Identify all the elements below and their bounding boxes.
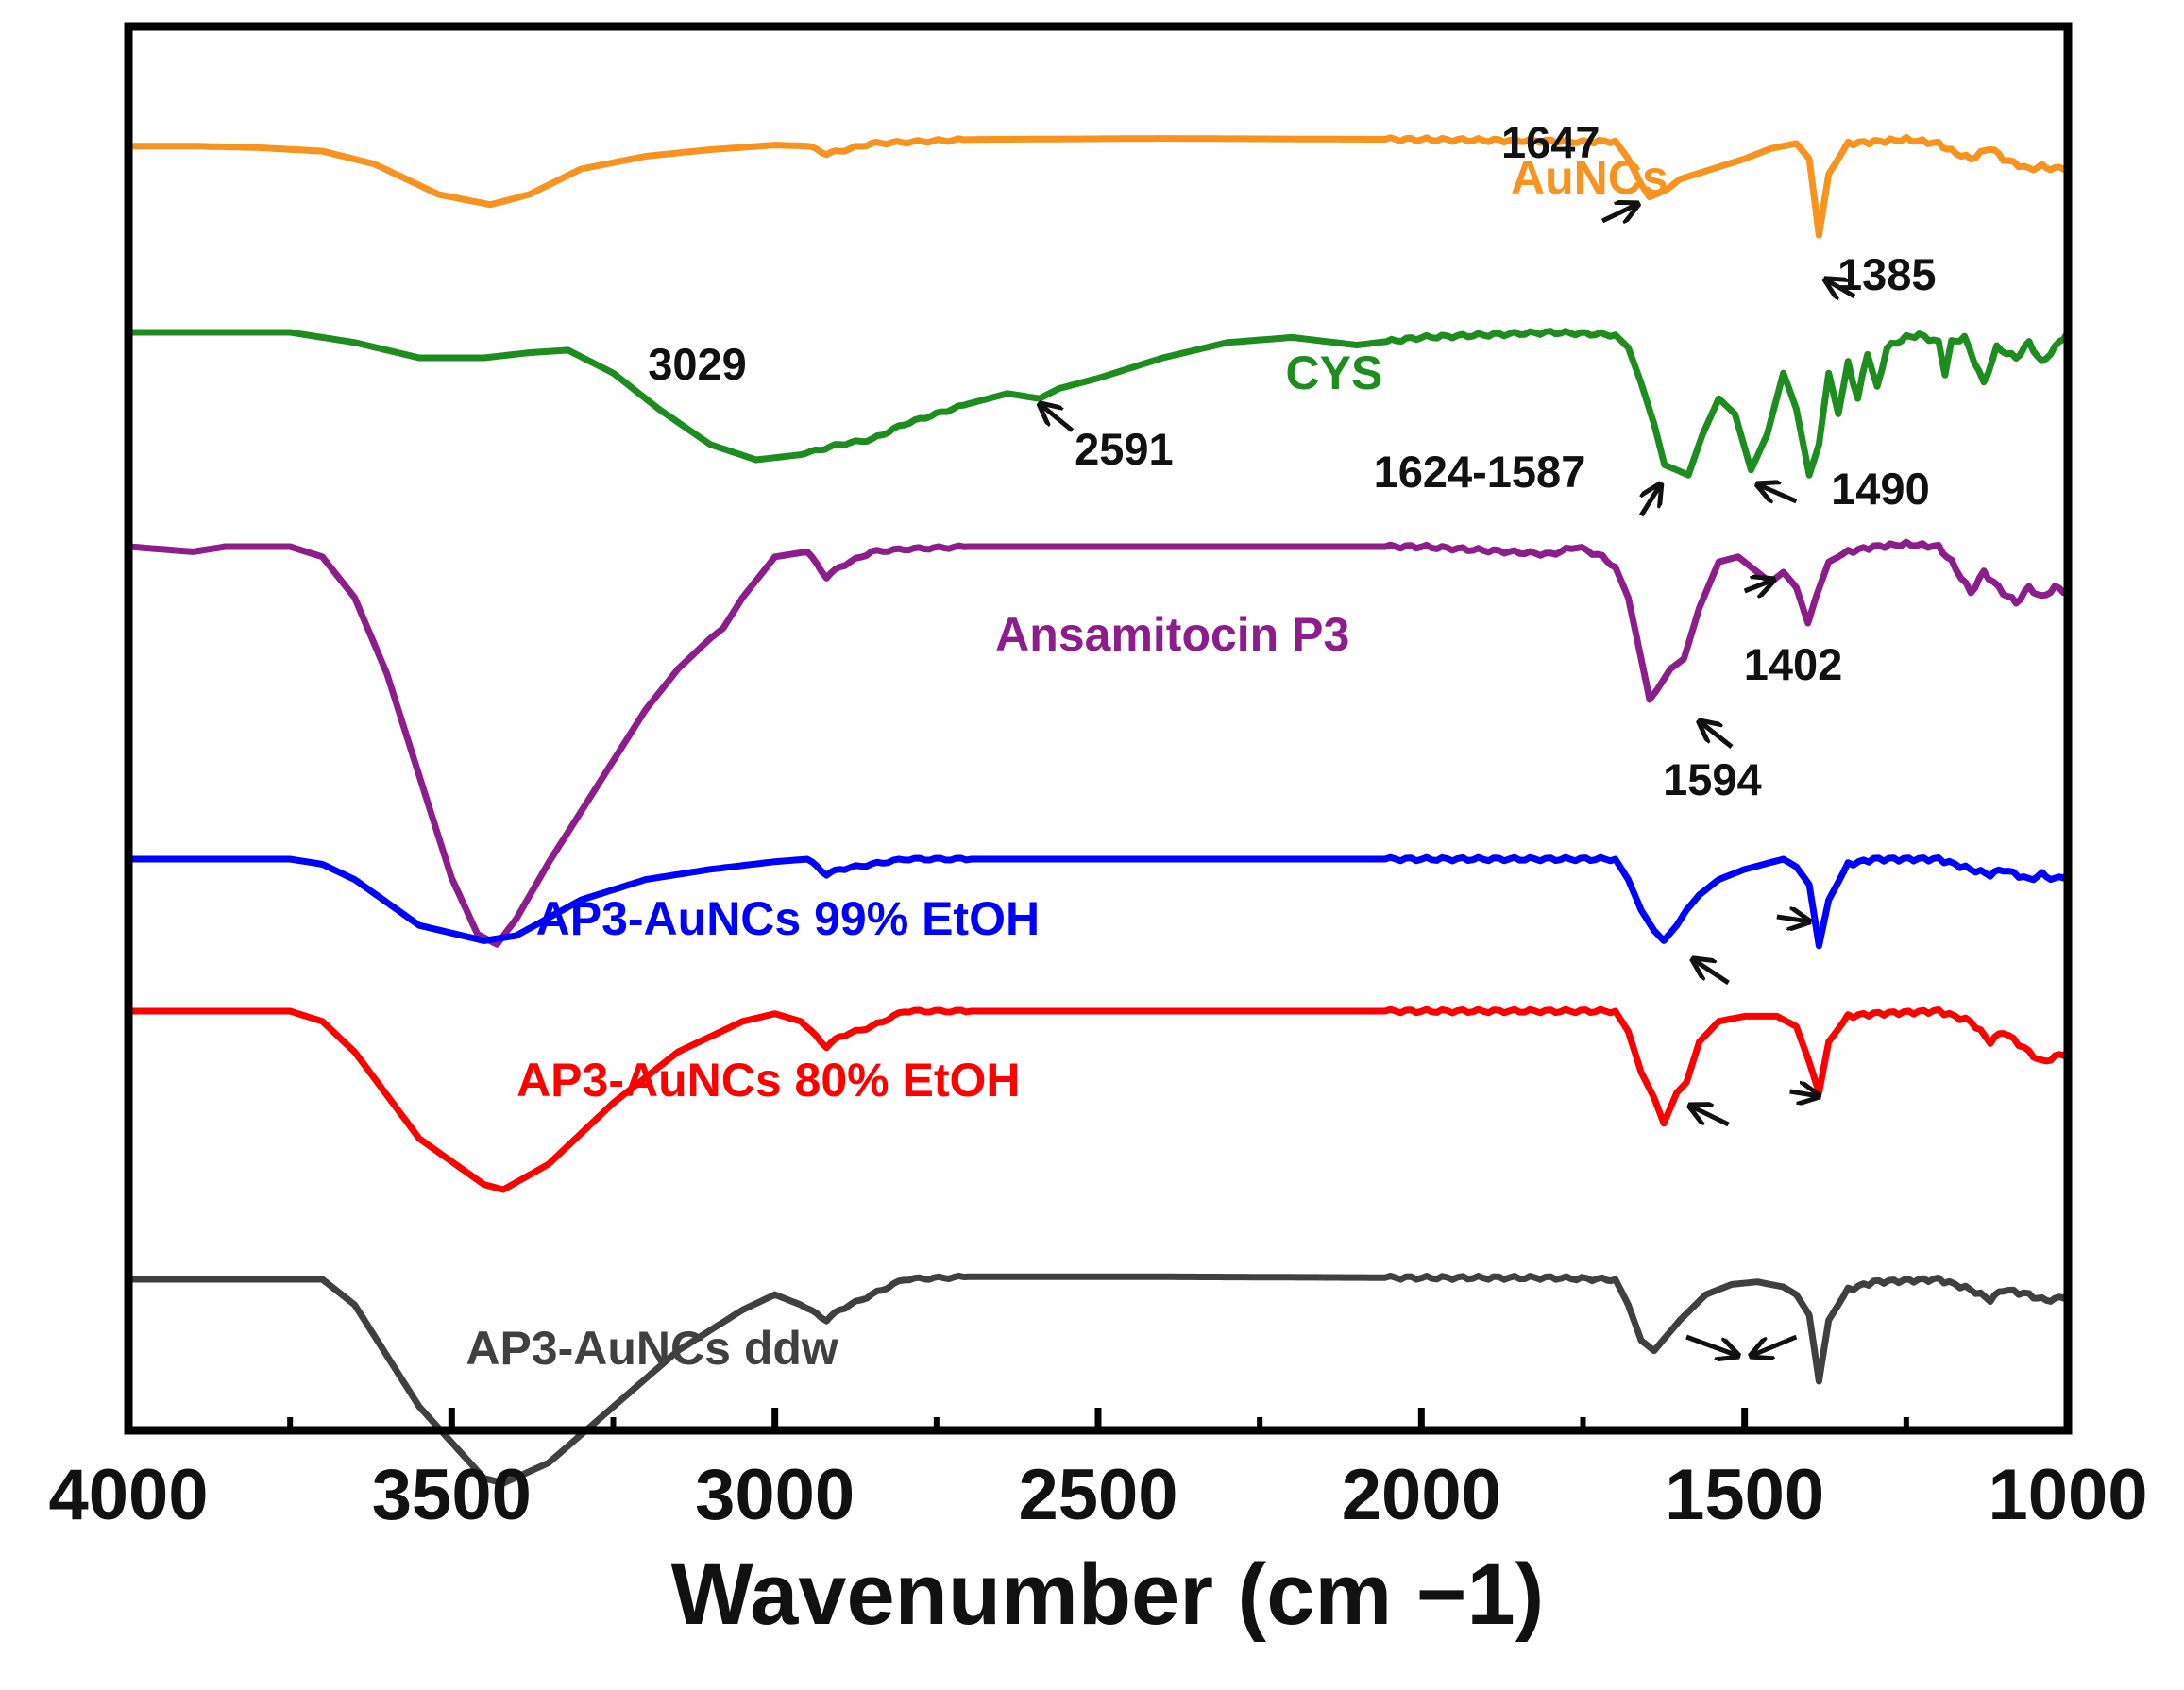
- series-line-cys: [125, 328, 2072, 479]
- annotation-arrow: [1685, 1334, 1738, 1356]
- annotation-arrow: [1825, 279, 1856, 296]
- x-tick-label-1500: 1500: [1665, 1455, 1824, 1535]
- x-tick-label-3000: 3000: [695, 1455, 855, 1535]
- peak-label-3029: 3029: [648, 339, 747, 389]
- series-line-auncs: [125, 134, 2072, 239]
- series-line-ap3-auncs-ddw: [125, 1272, 2072, 1487]
- annotation-layer: AuNCs CYS Ansamitocin P3 AP3-AuNCs 99% EtOH…: [466, 117, 1936, 1375]
- series-label-cys: CYS: [1285, 346, 1382, 399]
- peak-label-1385: 1385: [1837, 249, 1937, 299]
- peak-label-1594: 1594: [1663, 754, 1762, 804]
- annotation-arrow: [1600, 204, 1638, 221]
- series-label-ap3-auncs-80-etoh: AP3-AuNCs 80% EtOH: [516, 1054, 1020, 1107]
- series-line-ap3-auncs-99-etoh: [125, 853, 2072, 950]
- series-line-ap3-auncs-80-etoh: [125, 1006, 2072, 1193]
- annotation-arrow: [1689, 1106, 1730, 1127]
- series-label-auncs: AuNCs: [1511, 151, 1668, 204]
- axis-layer: [124, 22, 2073, 1435]
- annotation-arrow: [1789, 1091, 1820, 1096]
- plot-frame: [124, 22, 2073, 1435]
- peak-label-1624-1587: 1624-1587: [1374, 447, 1586, 497]
- peak-label-1490: 1490: [1831, 464, 1930, 514]
- series-label-ansamitocin-p3: Ansamitocin P3: [995, 608, 1349, 661]
- x-tick-label-3500: 3500: [372, 1455, 532, 1535]
- annotation-arrow: [1638, 484, 1661, 517]
- x-tick-label-2000: 2000: [1342, 1455, 1501, 1535]
- annotation-arrow: [1693, 959, 1730, 986]
- series-label-ap3-auncs-99-etoh: AP3-AuNCs 99% EtOH: [536, 892, 1040, 945]
- x-tick-label-1000: 1000: [1988, 1455, 2147, 1535]
- x-tick-label-2500: 2500: [1018, 1455, 1177, 1535]
- x-tick-label-4000: 4000: [48, 1455, 208, 1535]
- peak-label-1647: 1647: [1501, 117, 1600, 167]
- tick-layer: 4000 3500 3000 2500 2000 1500 1000: [48, 1408, 2148, 1535]
- series-layer: [125, 134, 2072, 1487]
- peak-label-2591: 2591: [1075, 424, 1174, 474]
- x-axis-title: Wavenumber (cm −1): [671, 1546, 1545, 1643]
- series-label-ap3-auncs-ddw: AP3-AuNCs ddw: [466, 1322, 838, 1375]
- annotation-arrow: [1776, 917, 1809, 921]
- peak-label-1402: 1402: [1744, 639, 1843, 689]
- annotation-arrow: [1700, 721, 1734, 749]
- annotation-arrow: [1040, 404, 1075, 432]
- annotation-arrow: [1743, 580, 1774, 591]
- annotation-arrow: [1757, 484, 1798, 501]
- annotation-arrow: [1752, 1334, 1798, 1356]
- series-line-ansamitocin-p3: [125, 538, 2072, 948]
